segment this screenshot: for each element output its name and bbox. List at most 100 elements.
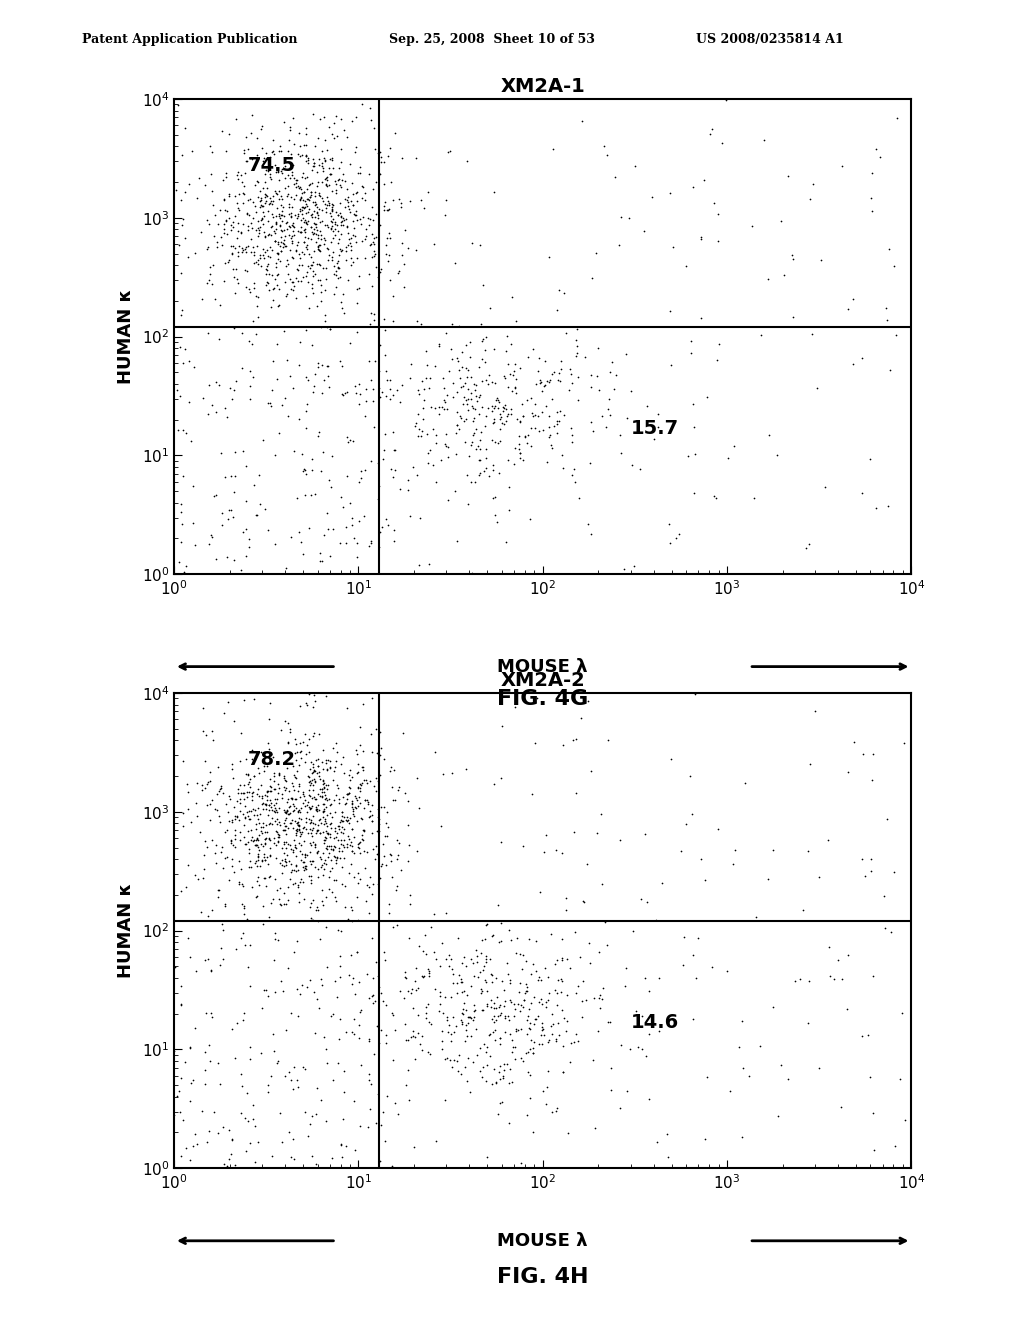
Point (366, 379, 382, 400)
Point (311, 822, 328, 843)
Point (573, 111, 590, 132)
Point (315, 524, 332, 545)
Point (427, 355, 443, 376)
Point (355, 693, 372, 714)
Point (386, 759, 402, 780)
Point (301, 784, 317, 805)
Point (258, 190, 274, 211)
Point (584, 364, 600, 385)
Point (352, 842, 369, 863)
Point (644, 187, 660, 209)
Point (333, 847, 349, 869)
Text: 74.5: 74.5 (248, 156, 296, 174)
Point (502, 969, 518, 990)
Point (293, 216, 309, 238)
Point (427, 397, 443, 418)
Point (544, 437, 560, 458)
Point (310, 236, 327, 257)
Point (178, 1138, 195, 1159)
Point (340, 186, 356, 207)
Point (267, 256, 284, 277)
Point (337, 383, 353, 404)
Point (259, 210, 275, 231)
Point (314, 865, 331, 886)
Point (366, 117, 382, 139)
Point (330, 256, 346, 277)
Point (286, 800, 302, 821)
Point (383, 756, 399, 777)
Point (395, 253, 412, 275)
Point (457, 372, 473, 393)
Point (223, 812, 240, 833)
Point (245, 830, 261, 851)
Point (264, 141, 281, 162)
Point (444, 972, 461, 993)
Point (817, 477, 834, 498)
Point (464, 562, 480, 583)
Point (453, 1063, 469, 1084)
Point (261, 866, 278, 887)
Point (309, 172, 326, 193)
Point (623, 380, 639, 401)
Point (258, 275, 274, 296)
Point (386, 440, 402, 461)
Point (259, 822, 275, 843)
Point (296, 859, 312, 880)
Point (190, 869, 207, 890)
Point (372, 141, 388, 162)
Point (284, 788, 300, 809)
Text: FIG. 4G: FIG. 4G (497, 689, 589, 709)
Point (292, 983, 308, 1005)
Point (698, 1067, 715, 1088)
Point (283, 240, 299, 261)
Point (346, 1023, 362, 1044)
Point (587, 1118, 603, 1139)
Point (284, 154, 300, 176)
Point (232, 783, 249, 804)
Point (492, 408, 508, 429)
Point (569, 335, 586, 356)
Point (276, 236, 293, 257)
Point (334, 817, 350, 838)
Point (567, 1024, 584, 1045)
Point (218, 793, 234, 814)
Point (296, 785, 312, 807)
Point (182, 946, 199, 968)
Point (492, 1056, 508, 1077)
Point (477, 913, 494, 935)
Point (332, 812, 348, 833)
Point (345, 867, 361, 888)
Point (300, 152, 316, 173)
Point (250, 809, 266, 830)
Point (307, 750, 324, 771)
Y-axis label: HUMAN κ: HUMAN κ (117, 289, 134, 384)
Point (250, 249, 266, 271)
Point (548, 300, 564, 321)
Point (269, 781, 286, 803)
Point (265, 129, 282, 150)
Point (845, 289, 861, 310)
Point (236, 176, 252, 197)
Point (302, 969, 318, 990)
Point (325, 220, 341, 242)
Point (309, 814, 326, 836)
Point (515, 990, 531, 1011)
Point (173, 1146, 189, 1167)
Point (283, 812, 299, 833)
Point (514, 393, 530, 414)
Point (317, 837, 334, 858)
Point (379, 1086, 395, 1107)
Point (473, 978, 489, 999)
Point (355, 506, 372, 527)
Point (382, 228, 398, 249)
Point (282, 366, 298, 387)
Point (209, 236, 225, 257)
Point (372, 387, 388, 408)
Point (500, 404, 516, 425)
Point (833, 1096, 849, 1117)
Point (367, 234, 383, 255)
Point (293, 741, 309, 762)
Point (339, 837, 355, 858)
Point (321, 174, 337, 195)
Point (646, 429, 663, 450)
